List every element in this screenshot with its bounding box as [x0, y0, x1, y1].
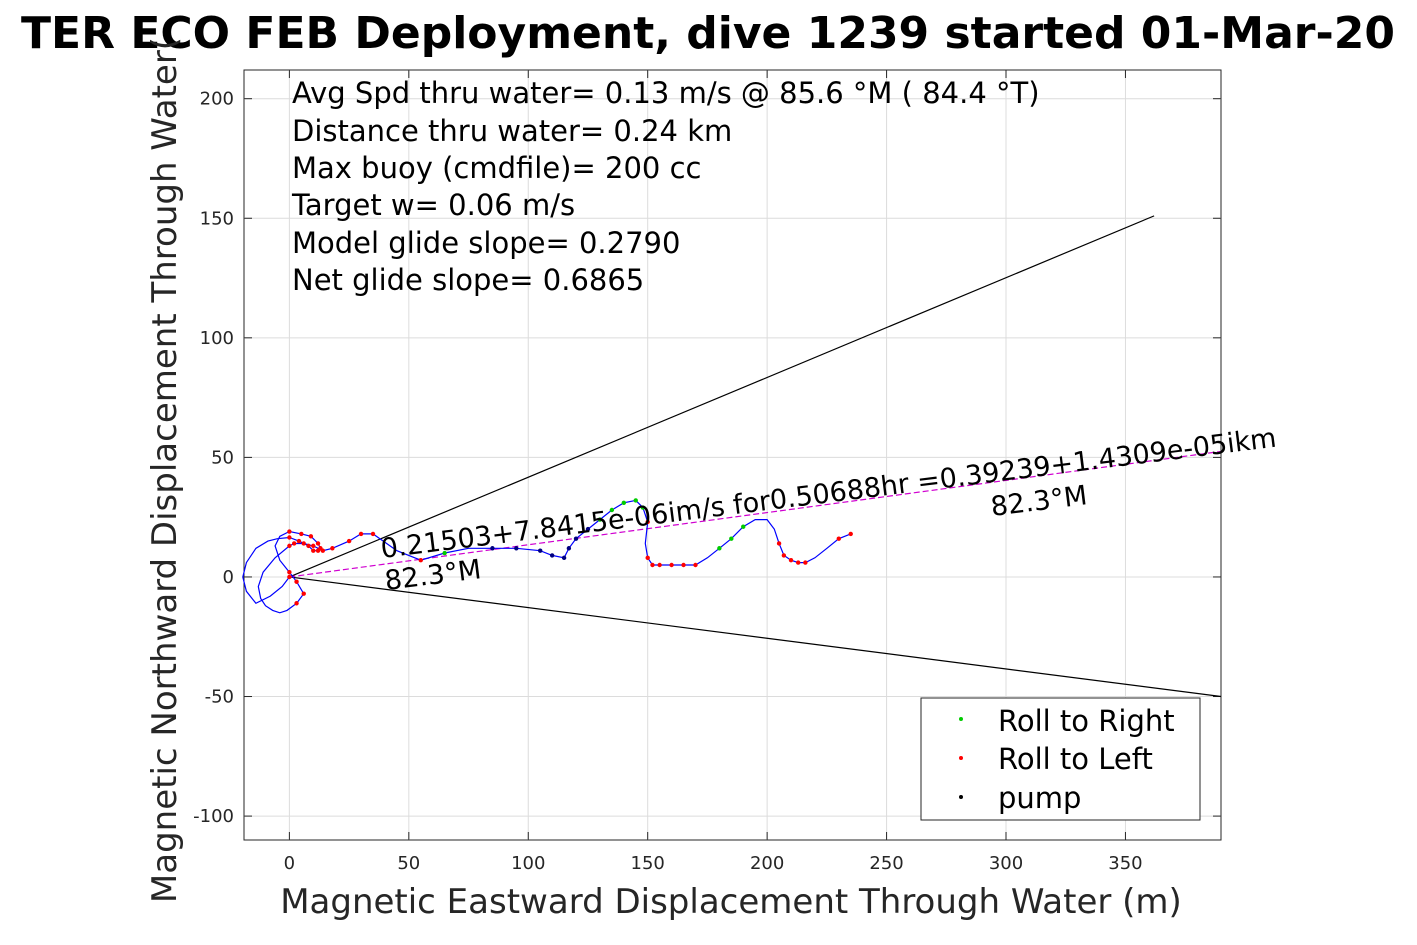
x-tick-label: 350 [1108, 853, 1142, 874]
marker-roll-to-right [621, 500, 627, 506]
x-tick-label: 300 [989, 853, 1023, 874]
marker-roll-to-left [645, 519, 650, 525]
legend-label-pump: pump [998, 781, 1081, 815]
marker-roll-to-right [442, 550, 447, 556]
marker-roll-to-left [299, 531, 304, 537]
marker-roll-to-right [597, 517, 603, 522]
chart-title: TER ECO FEB Deployment, dive 1239 starte… [21, 8, 1395, 59]
marker-roll-to-left [681, 562, 686, 568]
marker-roll-to-left [358, 531, 364, 537]
marker-roll-to-left [693, 562, 698, 568]
marker-roll-to-left [301, 591, 306, 596]
info-model-glide: Model glide slope= 0.2790 [292, 226, 680, 260]
legend-marker-roll-left [959, 756, 963, 760]
marker-roll-to-left [291, 541, 297, 546]
marker-roll-to-left [788, 558, 794, 563]
marker-roll-to-left [296, 538, 302, 544]
info-avg-speed: Avg Spd thru water= 0.13 m/s @ 85.6 °M (… [292, 76, 1040, 110]
marker-roll-to-left [287, 535, 292, 540]
marker-pump [561, 555, 567, 561]
y-tick-label: 50 [211, 447, 234, 468]
marker-roll-to-left [287, 574, 292, 580]
marker-roll-to-right [741, 524, 746, 529]
y-axis-label: Magnetic Northward Displacement Through … [145, 37, 185, 903]
info-target-w: Target w= 0.06 m/s [291, 188, 575, 222]
marker-pump [490, 546, 495, 551]
marker-roll-to-left [781, 553, 787, 558]
marker-roll-to-left [294, 579, 299, 584]
legend-label-roll-right: Roll to Right [998, 704, 1175, 738]
y-tick-label: -50 [205, 687, 234, 708]
x-tick-label: 150 [631, 853, 665, 874]
marker-roll-to-right [633, 498, 638, 503]
marker-roll-to-left [803, 560, 808, 565]
markers [287, 498, 853, 606]
legend-marker-pump [959, 795, 963, 799]
marker-roll-to-left [418, 558, 423, 563]
x-tick-label: 100 [511, 853, 545, 874]
marker-roll-to-left [848, 531, 853, 537]
info-distance: Distance thru water= 0.24 km [292, 114, 732, 148]
marker-roll-to-left [776, 541, 782, 546]
marker-roll-to-left [320, 548, 326, 553]
cone-lines [289, 215, 1222, 698]
marker-roll-to-left [795, 560, 801, 565]
marker-roll-to-left [301, 541, 306, 546]
info-block: Avg Spd thru water= 0.13 m/s @ 85.6 °M (… [291, 76, 1040, 297]
marker-roll-to-left [645, 555, 650, 561]
legend: Roll to Right Roll to Left pump [920, 697, 1201, 821]
marker-roll-to-left [346, 538, 352, 544]
marker-roll-to-left [311, 543, 316, 549]
marker-pump [573, 536, 579, 541]
marker-roll-to-left [287, 529, 292, 534]
x-axis-label: Magnetic Eastward Displacement Through W… [280, 882, 1182, 922]
marker-roll-to-left [306, 543, 311, 549]
marker-roll-to-left [650, 562, 655, 568]
cone-upper [289, 215, 1155, 578]
x-tick-label: 200 [750, 853, 784, 874]
marker-roll-to-left [311, 548, 316, 553]
info-max-buoy: Max buoy (cmdfile)= 200 cc [292, 151, 701, 185]
marker-roll-to-left [669, 562, 674, 568]
marker-roll-to-left [657, 562, 662, 568]
x-tick-label: 250 [869, 853, 903, 874]
marker-roll-to-left [294, 601, 299, 606]
marker-roll-to-left [308, 534, 314, 539]
y-tick-label: -100 [193, 806, 234, 827]
marker-roll-to-left [287, 543, 292, 549]
marker-roll-to-right [609, 507, 615, 513]
marker-roll-to-right [717, 546, 722, 551]
marker-pump [566, 546, 572, 551]
legend-box [920, 697, 1201, 821]
cone-lower [289, 576, 1222, 698]
marker-pump [549, 553, 555, 558]
legend-marker-roll-right [959, 717, 963, 721]
y-tick-label: 0 [223, 567, 234, 588]
heading-line [289, 450, 1222, 578]
marker-roll-to-left [315, 541, 321, 546]
marker-roll-to-right [640, 505, 646, 510]
y-tick-label: 200 [200, 89, 234, 110]
marker-pump [538, 548, 543, 553]
info-net-glide: Net glide slope= 0.6865 [292, 263, 644, 297]
axis-ticks: 0 50 100 150 200 250 300 350 200 150 100 50 0 -50 -100 [193, 70, 1221, 874]
x-tick-label: 50 [397, 853, 420, 874]
y-tick-label: 150 [200, 208, 234, 229]
marker-roll-to-left [836, 536, 841, 541]
marker-pump [514, 546, 519, 551]
legend-label-roll-left: Roll to Left [998, 742, 1153, 776]
marker-roll-to-left [330, 546, 335, 551]
marker-roll-to-left [370, 531, 376, 537]
marker-roll-to-right [729, 536, 734, 541]
y-tick-label: 100 [200, 328, 234, 349]
marker-pump [585, 526, 591, 532]
marker-roll-to-left [287, 569, 292, 575]
x-tick-label: 0 [284, 853, 295, 874]
